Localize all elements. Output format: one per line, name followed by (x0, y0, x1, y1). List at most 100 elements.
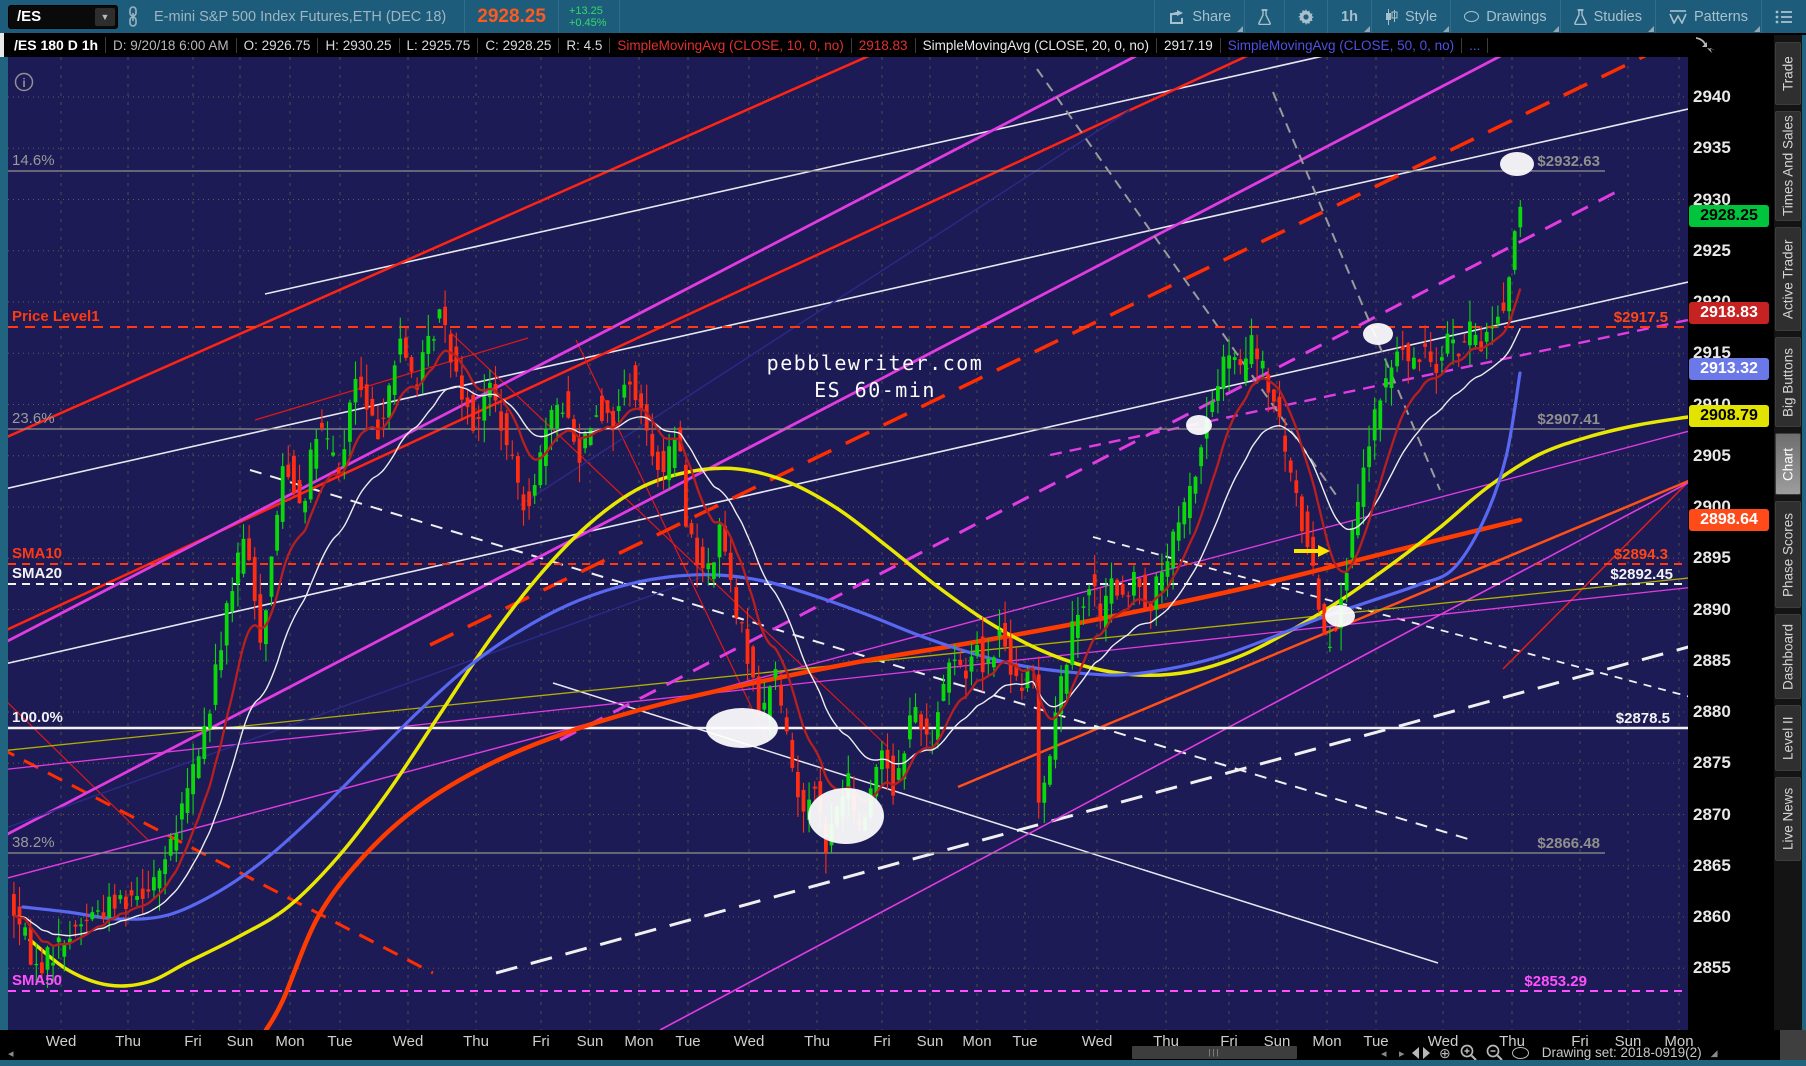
chart-scrollbar-thumb[interactable]: ||| (1132, 1046, 1297, 1059)
candle-body (1120, 584, 1125, 595)
candle-body (1389, 367, 1394, 389)
candle-body (1406, 343, 1411, 362)
sidebar-tab-live-news[interactable]: Live News (1775, 777, 1801, 861)
candle-body (740, 622, 744, 624)
study-label[interactable]: SimpleMovingAvg (CLOSE, 20, 0, no) (916, 37, 1157, 53)
price-tick: 2860 (1693, 907, 1731, 926)
candle-body (1384, 378, 1388, 388)
price-tick: 2890 (1693, 599, 1731, 619)
zoom-in-icon[interactable] (1460, 1044, 1477, 1061)
candle-body (96, 910, 100, 912)
sidebar-tab-chart[interactable]: Chart (1775, 433, 1801, 495)
sidebar-tab-active-trader[interactable]: Active Trader (1775, 227, 1801, 331)
candle-body (1126, 595, 1131, 597)
crosshair-move-icon[interactable]: ⊕ (1439, 1044, 1451, 1061)
sidebar-tab-dashboard[interactable]: Dashboard (1775, 614, 1801, 699)
drawing-oval-tool-icon[interactable] (1511, 1046, 1529, 1059)
candle-body (734, 587, 739, 619)
candle-body (874, 767, 879, 797)
candle-body (68, 938, 72, 943)
candle-body (1328, 646, 1332, 648)
share-button[interactable]: Share (1154, 0, 1244, 33)
collapse-panel-icon[interactable] (1693, 35, 1715, 55)
candle-body (952, 659, 957, 661)
candle-body (219, 650, 223, 671)
candle-body (73, 924, 78, 927)
interval-button[interactable]: 1h (1327, 0, 1371, 33)
sidebar-tab-trade[interactable]: Trade (1775, 42, 1801, 105)
price-tick: 2880 (1693, 702, 1731, 721)
candle-body (180, 803, 184, 820)
candle-body (1244, 358, 1248, 381)
flask-button[interactable] (1244, 0, 1284, 33)
drawing-set-label[interactable]: Drawing set: 2018-0919(2) (1541, 1045, 1702, 1060)
candle-body (465, 397, 470, 408)
time-axis-label: Mon (962, 1033, 992, 1050)
candle-body (325, 438, 330, 440)
scroll-left-far-icon[interactable]: ◂ (8, 1048, 14, 1060)
scroll-right-icon[interactable]: ▸ (1399, 1048, 1405, 1060)
candle-body (185, 788, 190, 814)
level-label-right: $2894.3 (1614, 546, 1668, 563)
style-button[interactable]: Style (1370, 0, 1450, 33)
zoom-out-icon[interactable] (1486, 1044, 1503, 1061)
price-badge: 2928.25 (1689, 205, 1769, 228)
candle-body (605, 400, 610, 413)
link-icon[interactable] (126, 5, 140, 28)
candle-body (437, 309, 442, 319)
sidebar-tab-phase-scores[interactable]: Phase Scores (1775, 501, 1801, 608)
candle-body (1255, 348, 1259, 360)
candle-body (275, 514, 279, 551)
candle-body (224, 603, 229, 646)
candle-body (1008, 637, 1013, 675)
candle-body (476, 417, 481, 419)
time-axis-label: Sun (916, 1033, 944, 1050)
time-axis-label: Wed (1081, 1033, 1113, 1050)
price-tick: 2915 (1693, 343, 1731, 363)
candle-body (247, 538, 251, 561)
candle-body (1260, 360, 1265, 369)
candle-body (633, 365, 638, 401)
candle-body (1451, 339, 1455, 344)
chart-nav-icons: ⊕ Drawing set: 2018-0919(2) ◢ (1412, 1044, 1718, 1061)
level-label-right: $2853.29 (1524, 973, 1587, 990)
candlestick-chart[interactable]: 14.6% $2932.63 Price Level1 $2917.5 23.6% $29… (8, 57, 1688, 1030)
candle-body (409, 357, 414, 372)
price-tick: 2885 (1693, 650, 1731, 670)
symbol-dropdown[interactable]: /ES ▼ (8, 4, 118, 29)
study-label[interactable]: SimpleMovingAvg (CLOSE, 10, 0, no) (610, 37, 852, 53)
trendline (8, 577, 701, 828)
scroll-left-icon[interactable]: ◂ (1381, 1048, 1387, 1060)
candle-body (432, 339, 436, 341)
drawings-button[interactable]: Drawings (1450, 0, 1560, 33)
patterns-button[interactable]: Patterns (1655, 0, 1761, 33)
price-axis[interactable]: 2940293529302925292029152910290529002895… (1688, 57, 1774, 1030)
drawing-set-expander-icon[interactable]: ◢ (1710, 1047, 1718, 1058)
candle-body (560, 412, 565, 414)
candle-body (661, 450, 666, 473)
menu-button[interactable] (1761, 0, 1806, 33)
studies-button[interactable]: Studies (1559, 0, 1655, 33)
time-axis-label: Thu (115, 1033, 141, 1050)
share-icon (1170, 10, 1184, 24)
candle-body (482, 396, 487, 421)
price-tick: 2930 (1693, 189, 1731, 209)
pan-horizontal-icon[interactable] (1412, 1046, 1430, 1059)
sidebar-tab-times-and-sales[interactable]: Times And Sales (1775, 111, 1801, 221)
sidebar-tab-big-buttons[interactable]: Big Buttons (1775, 337, 1801, 427)
candle-body (364, 384, 369, 410)
study-label[interactable]: SimpleMovingAvg (CLOSE, 50, 0, no) (1221, 37, 1463, 53)
time-axis-label: Thu (463, 1033, 489, 1050)
trendline (429, 57, 1647, 647)
candle-body (656, 451, 660, 470)
candle-body (611, 410, 615, 431)
settings-button[interactable] (1284, 0, 1327, 33)
sidebar-tab-level-ii[interactable]: Level II (1775, 705, 1801, 771)
candle-body (1361, 467, 1366, 507)
candle-body (532, 485, 537, 496)
study-readouts: SimpleMovingAvg (CLOSE, 10, 0, no) 2918.8… (610, 37, 1489, 53)
candle-body (269, 556, 274, 597)
level-label-left: SMA10 (12, 545, 62, 562)
level-label-left: 100.0% (12, 709, 63, 726)
candle-body (891, 755, 895, 796)
